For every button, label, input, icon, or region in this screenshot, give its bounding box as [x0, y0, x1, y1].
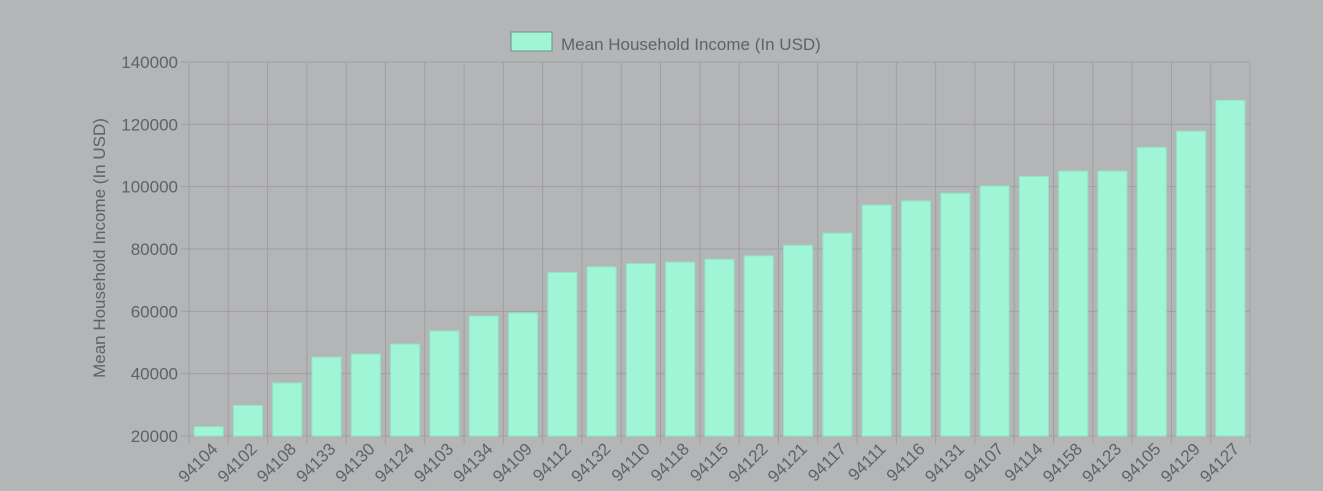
bar-94110[interactable]: [625, 263, 656, 437]
bar-94105[interactable]: [1136, 146, 1167, 437]
x-tick-label: 94127: [1196, 439, 1243, 486]
bar-94108[interactable]: [272, 382, 303, 437]
bars: [193, 99, 1246, 437]
x-tick-label: 94118: [647, 439, 693, 485]
bar-94133[interactable]: [311, 356, 342, 437]
x-tick-label: 94130: [332, 439, 379, 486]
x-tick-label: 94134: [450, 439, 497, 486]
bar-94104[interactable]: [193, 426, 224, 437]
bar-94127[interactable]: [1215, 99, 1246, 437]
x-tick-label: 94132: [568, 439, 615, 486]
bar-94129[interactable]: [1176, 130, 1207, 437]
x-tick-label: 94131: [921, 439, 968, 486]
x-tick-label: 94105: [1118, 439, 1165, 486]
y-tick-label: 100000: [121, 178, 178, 197]
bar-94124[interactable]: [390, 343, 421, 437]
bar-94130[interactable]: [350, 353, 381, 437]
x-tick-label: 94116: [883, 439, 929, 485]
y-axis-title: Mean Household Income (In USD): [90, 118, 109, 378]
bar-94118[interactable]: [665, 261, 696, 437]
x-tick-label: 94115: [686, 439, 732, 485]
y-tick-label: 60000: [131, 302, 178, 321]
x-tick-label: 94133: [292, 439, 339, 486]
bar-94103[interactable]: [429, 330, 460, 437]
bar-94117[interactable]: [822, 232, 853, 437]
bar-94158[interactable]: [1058, 170, 1089, 437]
x-tick-label: 94103: [410, 439, 457, 486]
x-tick-label: 94110: [608, 439, 654, 485]
y-axis: 20000 40000 60000 80000 100000 120000 140000: [121, 53, 178, 446]
legend-swatch[interactable]: [510, 31, 553, 52]
bar-94131[interactable]: [940, 192, 971, 437]
bar-94123[interactable]: [1097, 170, 1128, 437]
x-tick-label: 94102: [214, 439, 261, 486]
y-tick-label: 40000: [131, 365, 178, 384]
legend[interactable]: Mean Household Income (In USD): [510, 31, 821, 54]
y-tick-label: 120000: [121, 115, 178, 134]
x-tick-label: 94122: [725, 439, 772, 486]
bar-94107[interactable]: [979, 185, 1010, 437]
bar-94115[interactable]: [704, 258, 735, 437]
x-tick-label: 94111: [844, 439, 889, 484]
x-tick-label: 94158: [1039, 439, 1086, 486]
x-tick-label: 94114: [1001, 439, 1047, 485]
bar-94109[interactable]: [507, 312, 539, 437]
bar-94111[interactable]: [861, 204, 892, 437]
x-tick-label: 94109: [489, 439, 536, 486]
y-tick-label: 80000: [131, 240, 178, 259]
x-tick-label: 94107: [961, 439, 1008, 486]
bar-94121[interactable]: [783, 244, 814, 437]
x-tick-label: 94121: [764, 439, 811, 486]
x-tick-label: 94108: [253, 439, 300, 486]
y-tick-label: 140000: [121, 53, 178, 72]
bar-94102[interactable]: [232, 404, 263, 437]
bar-94112[interactable]: [547, 271, 578, 437]
x-tick-label: 94123: [1078, 439, 1125, 486]
x-tick-label: 94112: [529, 439, 575, 485]
x-tick-label: 94117: [804, 439, 850, 485]
bar-94114[interactable]: [1018, 175, 1049, 437]
grid-lines: [181, 61, 1251, 444]
bar-94134[interactable]: [468, 315, 499, 437]
y-tick-label: 20000: [131, 427, 178, 446]
x-axis: 9410494102941089413394130941249410394134…: [175, 439, 1244, 486]
legend-label[interactable]: Mean Household Income (In USD): [561, 35, 821, 54]
x-tick-label: 94129: [1157, 439, 1204, 486]
bar-94122[interactable]: [743, 255, 774, 437]
x-tick-label: 94124: [371, 439, 418, 486]
bar-94132[interactable]: [586, 266, 617, 437]
x-tick-label: 94104: [175, 439, 222, 486]
bar-94116[interactable]: [900, 200, 932, 437]
